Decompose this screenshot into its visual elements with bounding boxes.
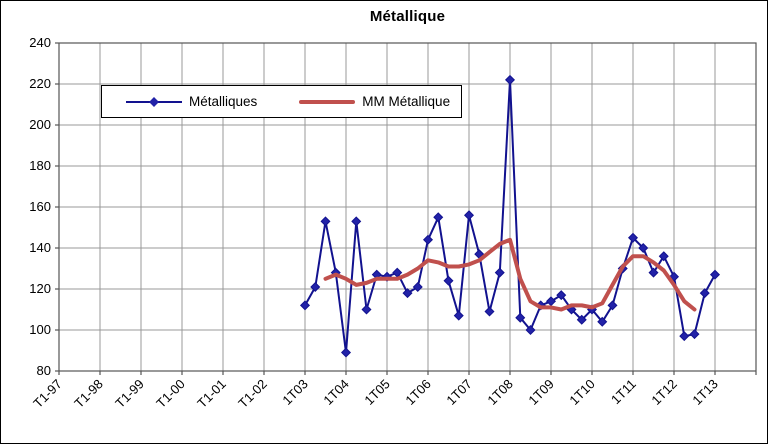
diamond-marker-icon (149, 96, 159, 107)
legend-label-mm-metallique: MM Métallique (362, 94, 451, 109)
mm-metallique-line-sample-icon (299, 99, 356, 104)
legend: Métalliques MM Métallique (101, 85, 462, 118)
series-mm-metallique-line (323, 237, 697, 312)
data-point-marker (679, 331, 690, 342)
data-point-marker (576, 314, 587, 325)
data-point-marker (709, 269, 721, 280)
data-point-marker (412, 281, 423, 292)
data-point-marker (597, 316, 608, 327)
data-point-marker (648, 267, 659, 278)
legend-item-mm-metallique: MM Métallique (299, 94, 450, 109)
data-point-marker (453, 310, 464, 321)
data-point-marker (433, 212, 444, 223)
data-point-marker (494, 267, 505, 278)
metalliques-line-sample-icon (126, 96, 182, 107)
data-point-marker (320, 216, 331, 227)
plot-border (58, 42, 757, 372)
data-point-marker (689, 329, 700, 340)
data-point-marker (515, 312, 526, 323)
legend-item-metalliques: Métalliques (126, 94, 257, 109)
data-point-marker (627, 232, 639, 243)
data-point-marker (556, 290, 567, 301)
data-point-marker (351, 216, 362, 227)
data-point-marker (402, 288, 413, 299)
data-point-marker (340, 347, 352, 358)
legend-label-metalliques: Métalliques (189, 94, 258, 109)
data-point-marker (463, 210, 475, 221)
data-point-marker (443, 275, 454, 286)
data-point-marker (484, 306, 495, 317)
data-point-marker (422, 234, 434, 245)
data-point-marker (525, 324, 536, 336)
data-point-marker (658, 251, 669, 262)
data-point-marker (607, 300, 618, 311)
chart-title: Métallique (369, 8, 446, 25)
data-point-marker (638, 242, 649, 254)
data-point-marker (504, 74, 516, 85)
data-point-marker (668, 271, 680, 282)
data-point-marker (545, 296, 557, 307)
data-point-marker (361, 304, 372, 315)
data-point-marker (310, 281, 321, 292)
data-point-marker (699, 288, 710, 299)
data-point-marker (299, 300, 311, 311)
